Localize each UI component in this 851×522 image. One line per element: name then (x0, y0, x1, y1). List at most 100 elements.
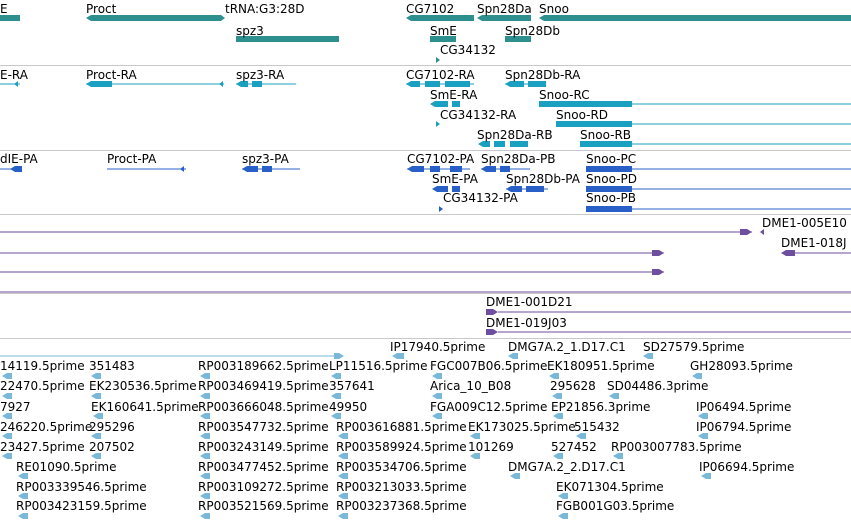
est-label[interactable]: IP17940.5prime (390, 340, 486, 354)
est-glyph[interactable] (470, 433, 480, 439)
protein-label[interactable]: Snoo-PD (586, 172, 637, 186)
gene-label[interactable]: Snoo (539, 2, 569, 16)
est-glyph[interactable] (470, 453, 480, 459)
transcript-glyph[interactable] (14, 81, 18, 87)
transcript-glyph[interactable] (425, 81, 440, 87)
est-label[interactable]: RP003547732.5prime (198, 420, 329, 434)
est-glyph[interactable] (392, 353, 404, 359)
transcript-label[interactable]: SmE-RA (430, 88, 478, 102)
est-label[interactable]: EK173025.5prime (468, 420, 576, 434)
protein-glyph[interactable] (526, 186, 544, 192)
protein-label[interactable]: Spn28Db-PA (506, 172, 580, 186)
est-glyph[interactable] (18, 493, 28, 499)
transcript-glyph[interactable] (430, 101, 448, 107)
protein-label[interactable]: spz3-PA (242, 152, 289, 166)
transcript-glyph[interactable] (539, 101, 632, 107)
transcript-glyph[interactable] (436, 121, 440, 127)
est-label[interactable]: RP003237368.5prime (336, 499, 467, 513)
est-glyph[interactable] (508, 353, 518, 359)
est-label[interactable]: RP003339546.5prime (16, 480, 147, 494)
est-label[interactable]: 295628 (550, 379, 596, 393)
transcript-label[interactable]: CG34132-RA (440, 108, 517, 122)
transcript-glyph[interactable] (86, 81, 112, 87)
est-label[interactable]: FGA009C12.5prime (430, 400, 548, 414)
est-glyph[interactable] (553, 453, 563, 459)
est-label[interactable]: EK180951.5prime (547, 359, 655, 373)
protein-label[interactable]: CG34132-PA (443, 191, 518, 205)
transcript-glyph[interactable] (236, 81, 248, 87)
protein-label[interactable]: Snoo-PC (586, 152, 637, 166)
est-glyph[interactable] (692, 373, 702, 379)
est-label[interactable]: 357641 (329, 379, 375, 393)
est-label[interactable]: RP003423159.5prime (16, 499, 147, 513)
est-glyph[interactable] (93, 413, 103, 419)
est-label[interactable]: RP003477452.5prime (198, 460, 329, 474)
est-glyph[interactable] (91, 393, 101, 399)
gene-glyph[interactable] (86, 15, 221, 21)
gene-glyph[interactable] (430, 36, 456, 42)
est-glyph[interactable] (698, 413, 708, 419)
est-glyph[interactable] (2, 373, 12, 379)
gene-glyph[interactable] (436, 57, 440, 63)
protein-label[interactable]: Spn28Da-PB (481, 152, 556, 166)
est-glyph[interactable] (558, 513, 568, 519)
protein-glyph[interactable] (10, 166, 22, 172)
est-glyph[interactable] (432, 413, 442, 419)
protein-glyph[interactable] (430, 166, 440, 172)
gene-label[interactable]: E (0, 2, 8, 16)
est-label[interactable]: RP003616881.5prime (336, 420, 467, 434)
gene-glyph[interactable] (477, 15, 531, 21)
protein-glyph[interactable] (506, 186, 522, 192)
protein-glyph[interactable] (432, 186, 448, 192)
clone-glyph[interactable] (760, 229, 764, 235)
transcript-glyph[interactable] (478, 141, 490, 147)
est-glyph[interactable] (200, 393, 210, 399)
protein-label[interactable]: CG7102-PA (407, 152, 475, 166)
est-label[interactable]: GH28093.5prime (690, 359, 793, 373)
est-glyph[interactable] (2, 453, 12, 459)
transcript-glyph[interactable] (580, 141, 632, 147)
transcript-label[interactable]: E-RA (0, 68, 28, 82)
protein-glyph[interactable] (262, 166, 272, 172)
protein-glyph[interactable] (407, 166, 424, 172)
gene-glyph[interactable] (0, 15, 20, 21)
est-glyph[interactable] (331, 413, 341, 419)
est-label[interactable]: RP003469419.5prime (198, 379, 329, 393)
est-glyph[interactable] (200, 513, 210, 519)
est-glyph[interactable] (643, 353, 653, 359)
transcript-glyph[interactable] (406, 81, 420, 87)
gene-label[interactable]: SmE (430, 24, 457, 38)
protein-glyph[interactable] (481, 166, 496, 172)
est-label[interactable]: RE01090.5prime (16, 460, 117, 474)
clone-glyph[interactable] (652, 250, 664, 256)
est-label[interactable]: 23427.5prime (0, 440, 85, 454)
gene-label[interactable]: CG34132 (440, 43, 496, 57)
clone-label[interactable]: DME1-005E10 (762, 216, 847, 230)
est-label[interactable]: 14119.5prime (0, 359, 85, 373)
transcript-glyph[interactable] (510, 141, 528, 147)
est-label[interactable]: LP11516.5prime (329, 359, 428, 373)
est-label[interactable]: 7927 (0, 400, 31, 414)
gene-label[interactable]: spz3 (236, 24, 264, 38)
est-glyph[interactable] (609, 393, 619, 399)
protein-label[interactable]: Proct-PA (107, 152, 157, 166)
est-label[interactable]: 527452 (551, 440, 597, 454)
protein-label[interactable]: dIE-PA (0, 152, 38, 166)
est-label[interactable]: FGC007B06.5prime (430, 359, 548, 373)
est-label[interactable]: 515432 (574, 420, 620, 434)
clone-glyph[interactable] (486, 329, 498, 335)
est-glyph[interactable] (338, 513, 348, 519)
est-glyph[interactable] (2, 393, 12, 399)
transcript-label[interactable]: Snoo-RB (580, 128, 632, 142)
est-glyph[interactable] (200, 473, 210, 479)
est-label[interactable]: RP003189662.5prime (198, 359, 329, 373)
est-label[interactable]: RP003666048.5prime (198, 400, 329, 414)
protein-glyph[interactable] (180, 166, 184, 172)
gene-glyph[interactable] (505, 36, 531, 42)
est-label[interactable]: EK160641.5prime (91, 400, 199, 414)
clone-glyph[interactable] (652, 269, 664, 275)
est-glyph[interactable] (698, 433, 708, 439)
est-label[interactable]: 351483 (89, 359, 135, 373)
protein-glyph[interactable] (439, 206, 443, 212)
protein-glyph[interactable] (242, 166, 258, 172)
